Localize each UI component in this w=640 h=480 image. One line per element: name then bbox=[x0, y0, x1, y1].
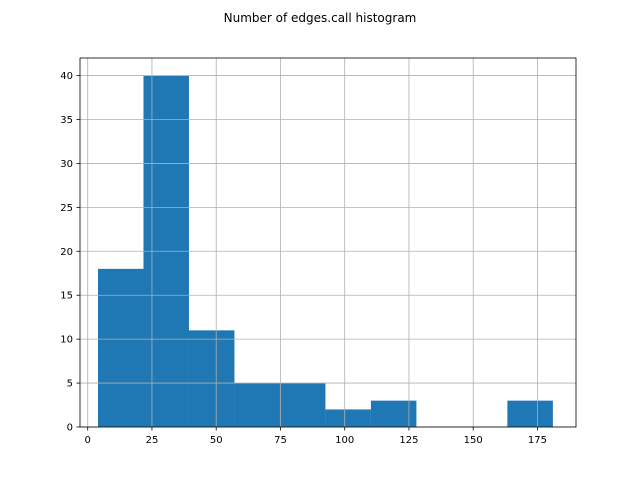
x-tick-label-2: 50 bbox=[210, 435, 223, 446]
x-tick-label-4: 100 bbox=[335, 435, 354, 446]
y-tick-label-6: 30 bbox=[60, 159, 73, 170]
grid-lines bbox=[80, 58, 576, 428]
x-tick-label-5: 125 bbox=[399, 435, 418, 446]
x-tick-label-0: 0 bbox=[85, 435, 91, 446]
x-tick-label-3: 75 bbox=[274, 435, 287, 446]
histogram-bar-3 bbox=[234, 383, 280, 427]
histogram-bar-0 bbox=[97, 268, 144, 427]
histogram-bar-9 bbox=[507, 400, 553, 427]
y-tick-label-8: 40 bbox=[60, 71, 73, 82]
histogram-bar-5 bbox=[325, 409, 371, 427]
y-tick-label-3: 15 bbox=[60, 291, 73, 302]
chart-title: Number of edges.call histogram bbox=[224, 11, 417, 25]
histogram-bar-6 bbox=[370, 400, 417, 427]
y-tick-label-0: 0 bbox=[67, 423, 73, 434]
plot-frame bbox=[79, 57, 577, 428]
y-tick-label-4: 20 bbox=[60, 247, 73, 258]
x-tick-label-7: 175 bbox=[528, 435, 547, 446]
y-tick-label-2: 10 bbox=[60, 335, 73, 346]
y-tick-label-5: 25 bbox=[60, 203, 73, 214]
histogram-bar-4 bbox=[279, 383, 326, 427]
y-tick-label-7: 35 bbox=[60, 115, 73, 126]
histogram-bar-2 bbox=[188, 330, 235, 427]
x-tick-label-6: 150 bbox=[464, 435, 483, 446]
x-tick-label-1: 25 bbox=[146, 435, 159, 446]
y-tick-label-1: 5 bbox=[67, 379, 73, 390]
axes: 0 25 50 75 100 125 150 175 0 5 10 15 20 25 30 35 40 bbox=[60, 57, 577, 446]
